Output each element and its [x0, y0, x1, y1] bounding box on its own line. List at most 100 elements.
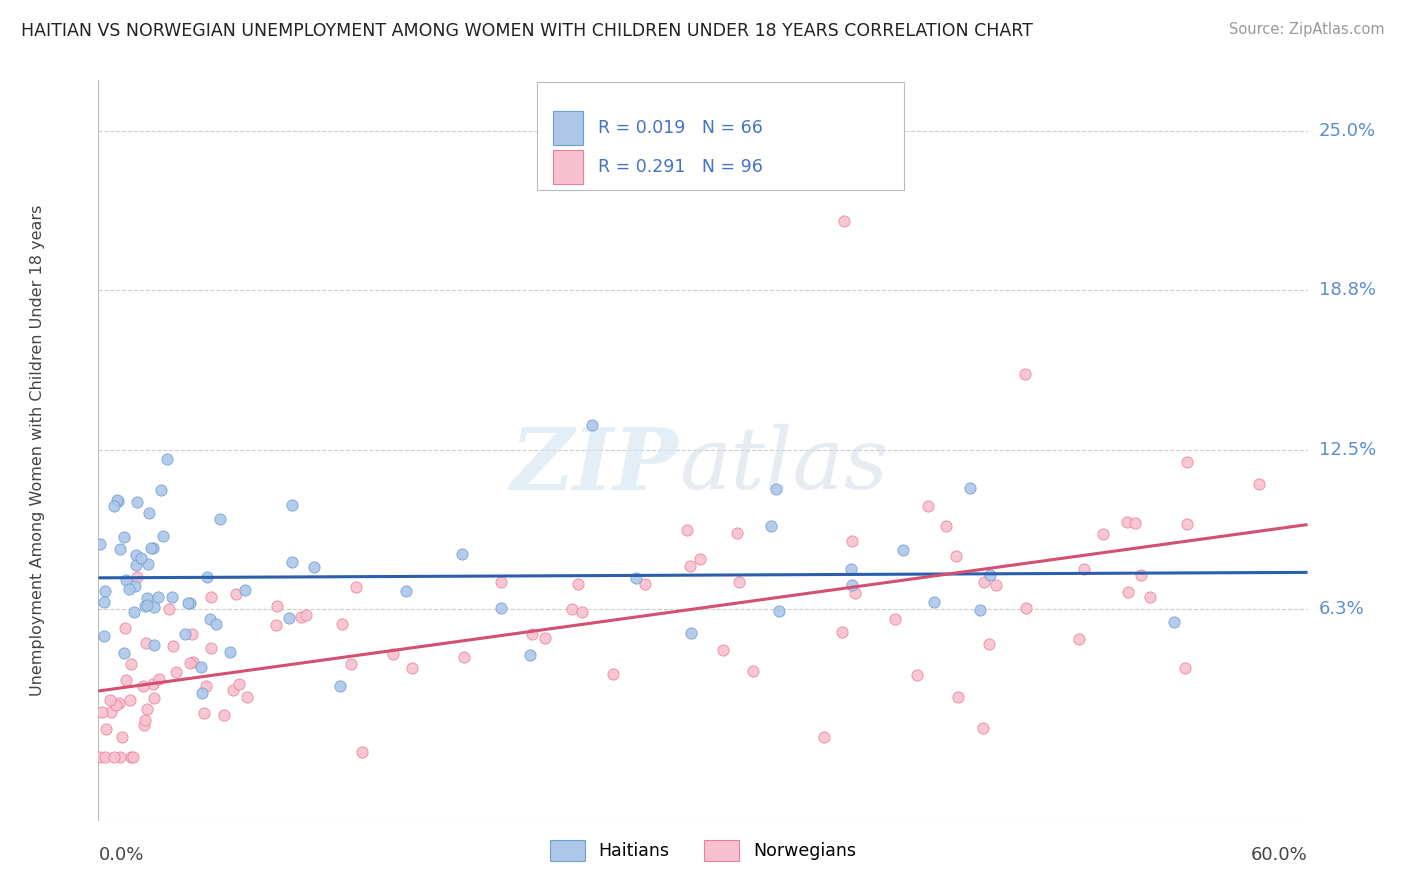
Point — [1163, 615, 1185, 629]
Point — [105, 698, 128, 713]
Point — [1139, 591, 1161, 605]
Point — [157, 602, 180, 616]
Point — [264, 617, 287, 632]
Point — [986, 578, 1008, 592]
Point — [567, 576, 589, 591]
Point — [111, 731, 134, 745]
Point — [451, 547, 474, 561]
Point — [142, 676, 165, 690]
Point — [689, 552, 711, 566]
Point — [768, 605, 790, 619]
Point — [520, 627, 543, 641]
Point — [90, 705, 112, 719]
Point — [146, 590, 169, 604]
Text: atlas: atlas — [679, 424, 889, 507]
Point — [200, 590, 222, 604]
Point — [679, 559, 702, 574]
Point — [759, 519, 782, 533]
Point — [125, 494, 148, 508]
Point — [152, 528, 174, 542]
Point — [94, 722, 117, 736]
Point — [94, 749, 117, 764]
Point — [290, 610, 312, 624]
Point — [891, 543, 914, 558]
Point — [132, 718, 155, 732]
Point — [100, 705, 122, 719]
Point — [266, 599, 288, 613]
Point — [142, 541, 165, 556]
Point — [105, 492, 128, 507]
Point — [195, 679, 218, 693]
Point — [813, 730, 835, 744]
Point — [120, 693, 142, 707]
Text: HAITIAN VS NORWEGIAN UNEMPLOYMENT AMONG WOMEN WITH CHILDREN UNDER 18 YEARS CORRE: HAITIAN VS NORWEGIAN UNEMPLOYMENT AMONG … — [21, 22, 1033, 40]
Point — [103, 499, 125, 513]
Point — [841, 577, 863, 591]
Point — [1073, 562, 1095, 576]
Text: R = 0.291   N = 96: R = 0.291 N = 96 — [598, 158, 762, 176]
Point — [1130, 568, 1153, 582]
Text: 18.8%: 18.8% — [1319, 281, 1375, 299]
Point — [634, 576, 657, 591]
Point — [1175, 516, 1198, 531]
Text: ZIP: ZIP — [510, 424, 679, 507]
Point — [831, 624, 853, 639]
Point — [122, 605, 145, 619]
Point — [173, 627, 195, 641]
Point — [121, 749, 143, 764]
Point — [135, 636, 157, 650]
Point — [136, 557, 159, 571]
Point — [131, 551, 153, 566]
Point — [1067, 632, 1090, 646]
Point — [114, 530, 136, 544]
Point — [972, 721, 994, 735]
Point — [832, 213, 855, 227]
Text: R = 0.019   N = 66: R = 0.019 N = 66 — [598, 119, 762, 136]
Point — [181, 655, 204, 669]
Text: Source: ZipAtlas.com: Source: ZipAtlas.com — [1229, 22, 1385, 37]
Point — [209, 512, 232, 526]
Point — [350, 745, 373, 759]
Point — [626, 571, 648, 585]
Point — [143, 638, 166, 652]
Point — [935, 519, 957, 533]
Legend: Haitians, Norwegians: Haitians, Norwegians — [543, 833, 863, 868]
Point — [162, 639, 184, 653]
Point — [765, 483, 787, 497]
Point — [118, 582, 141, 596]
Point — [136, 702, 159, 716]
Point — [839, 562, 862, 576]
Point — [138, 506, 160, 520]
Point — [165, 665, 187, 679]
Point — [212, 707, 235, 722]
Point — [344, 580, 367, 594]
Point — [124, 579, 146, 593]
Point — [205, 616, 228, 631]
Point — [1174, 661, 1197, 675]
Point — [200, 641, 222, 656]
Text: 12.5%: 12.5% — [1319, 442, 1376, 459]
Point — [125, 558, 148, 572]
Point — [453, 650, 475, 665]
Point — [136, 598, 159, 612]
Point — [134, 713, 156, 727]
Point — [883, 612, 905, 626]
Point — [148, 672, 170, 686]
Point — [571, 605, 593, 619]
Point — [190, 660, 212, 674]
Point — [489, 600, 512, 615]
Point — [561, 602, 583, 616]
Point — [143, 600, 166, 615]
Point — [1014, 367, 1036, 381]
Point — [112, 646, 135, 660]
Point — [125, 570, 148, 584]
Text: Unemployment Among Women with Children Under 18 years: Unemployment Among Women with Children U… — [31, 205, 45, 696]
Point — [959, 481, 981, 495]
Point — [103, 749, 125, 764]
Point — [120, 657, 142, 671]
Point — [125, 548, 148, 562]
Point — [114, 620, 136, 634]
Text: 25.0%: 25.0% — [1319, 122, 1376, 140]
Point — [114, 573, 136, 587]
Point — [395, 584, 418, 599]
